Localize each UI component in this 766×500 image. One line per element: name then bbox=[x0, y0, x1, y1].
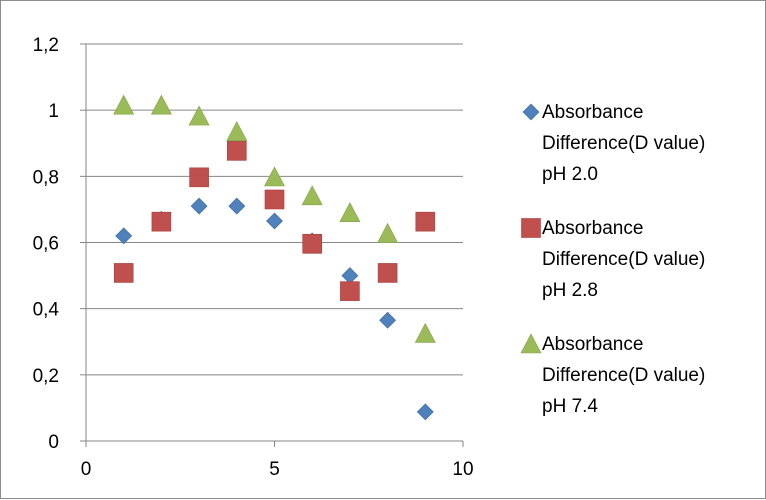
legend-entry-text: Difference(D value) bbox=[542, 249, 705, 270]
legend-square-icon bbox=[521, 218, 541, 238]
diamond-point bbox=[341, 267, 359, 285]
legend-entry-text: pH 2.8 bbox=[542, 280, 598, 301]
legend-entry-text: pH 7.4 bbox=[542, 396, 598, 417]
grid-layer bbox=[86, 43, 463, 376]
diamond-point bbox=[190, 197, 208, 215]
y-tick-label: 0,6 bbox=[33, 234, 59, 255]
y-tick-label: 0,4 bbox=[33, 300, 60, 321]
x-tick-label: 10 bbox=[452, 459, 473, 480]
square-point bbox=[377, 263, 398, 283]
legend-entry-text: pH 2.0 bbox=[542, 164, 598, 185]
legend-entry-text: Difference(D value) bbox=[542, 365, 705, 386]
square-point bbox=[340, 281, 360, 301]
triangle-point bbox=[339, 202, 361, 223]
axis-layer bbox=[80, 43, 464, 447]
square-point bbox=[302, 234, 323, 254]
data-markers bbox=[113, 94, 436, 421]
diamond-point bbox=[379, 311, 397, 329]
triangle-point bbox=[264, 166, 285, 187]
x-tick-label: 5 bbox=[269, 459, 280, 480]
legend-triangle-icon bbox=[520, 333, 542, 354]
legend-entry-text: Absorbance bbox=[542, 102, 643, 123]
y-tick-label: 0 bbox=[48, 432, 59, 453]
y-tick-label: 0,2 bbox=[33, 366, 59, 387]
triangle-point bbox=[414, 322, 436, 343]
square-point bbox=[227, 141, 247, 161]
x-tick-label: 0 bbox=[81, 459, 92, 480]
tick-labels: 0 0,2 0,4 0,6 0,8 1 1,2 0 5 10 bbox=[33, 35, 474, 480]
y-tick-label: 1,2 bbox=[33, 35, 59, 56]
square-point bbox=[113, 263, 134, 283]
square-point bbox=[189, 167, 209, 188]
diamond-point bbox=[228, 197, 246, 215]
triangle-point bbox=[226, 121, 248, 141]
square-point bbox=[264, 189, 285, 210]
square-point bbox=[415, 211, 436, 232]
legend-entry-text: Difference(D value) bbox=[542, 133, 705, 154]
legend-entry-text: Absorbance bbox=[542, 334, 643, 355]
diamond-point bbox=[115, 227, 133, 245]
triangle-point bbox=[188, 105, 210, 126]
square-point bbox=[151, 211, 172, 232]
diamond-point bbox=[416, 403, 434, 421]
diamond-point bbox=[266, 212, 283, 230]
triangle-point bbox=[150, 94, 172, 115]
legend: Absorbance Difference(D value) pH 2.0 Absor… bbox=[520, 102, 705, 417]
legend-entry-text: Absorbance bbox=[542, 218, 643, 239]
legend-diamond-icon bbox=[522, 103, 540, 121]
triangle-point bbox=[377, 222, 399, 243]
triangle-point bbox=[113, 94, 135, 115]
triangle-point bbox=[301, 185, 323, 206]
y-tick-label: 0,8 bbox=[33, 167, 59, 188]
y-tick-label: 1 bbox=[48, 101, 59, 122]
